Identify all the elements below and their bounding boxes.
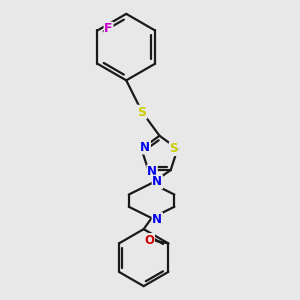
Text: N: N xyxy=(140,141,150,154)
Text: N: N xyxy=(147,165,157,178)
Text: O: O xyxy=(144,234,154,247)
Text: S: S xyxy=(138,106,147,118)
Text: N: N xyxy=(152,176,162,188)
Text: F: F xyxy=(104,22,113,35)
Text: S: S xyxy=(169,142,178,155)
Text: N: N xyxy=(152,213,162,226)
